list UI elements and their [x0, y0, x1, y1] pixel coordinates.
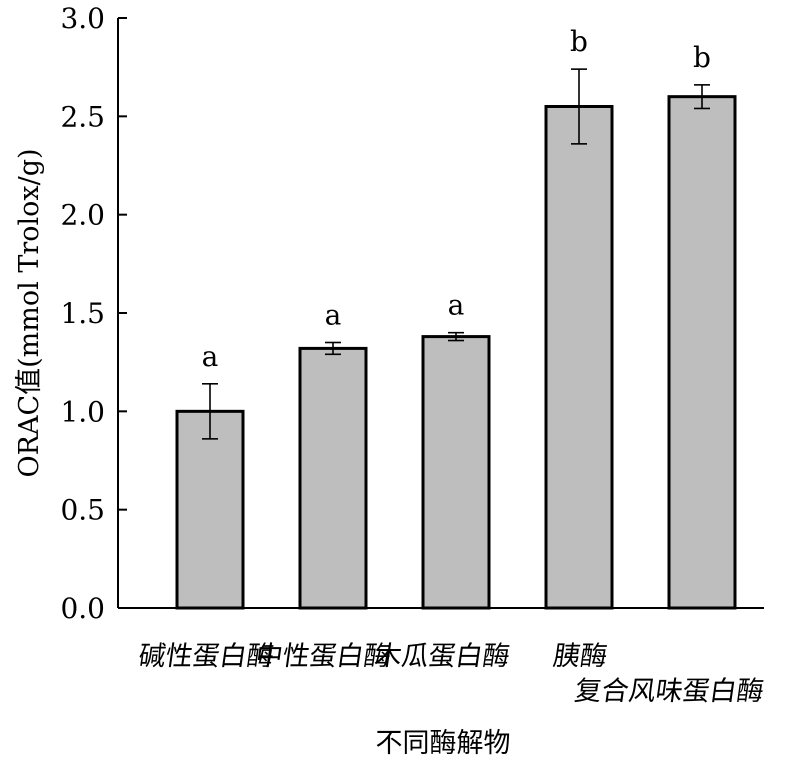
bar [175, 409, 245, 610]
category-label: 复合风味蛋白酶 [573, 676, 766, 707]
error-bar [202, 382, 218, 440]
significance-label: a [448, 289, 465, 322]
category-label: 木瓜蛋白酶 [373, 641, 512, 672]
y-tick-label: 2.0 [60, 199, 105, 232]
y-tick-label: 3.0 [60, 2, 105, 35]
y-tick-label: 0.0 [60, 592, 105, 625]
bar [298, 346, 368, 610]
error-bar [448, 331, 464, 342]
error-bar [694, 84, 710, 110]
bar [544, 105, 614, 610]
error-bar [571, 68, 587, 145]
y-axis-title: ORAC值(mmol Trolox/g) [14, 148, 45, 477]
bar [667, 95, 737, 610]
bar [421, 335, 491, 610]
significance-label: b [693, 41, 711, 74]
category-label: 胰酶 [551, 641, 609, 672]
y-tick-label: 1.5 [60, 297, 105, 330]
error-bar [325, 341, 341, 356]
significance-label: b [570, 25, 588, 58]
significance-label: a [202, 340, 219, 373]
x-axis-title: 不同酶解物 [376, 728, 511, 759]
bars-group: a a a b b [175, 25, 737, 610]
category-label: 中性蛋白酶 [254, 641, 393, 672]
y-tick-label: 2.5 [60, 100, 105, 133]
y-tick-label: 1.0 [60, 395, 105, 428]
y-axis: 0.0 0.5 1.0 1.5 2.0 2.5 3.0 [60, 2, 127, 625]
significance-label: a [325, 299, 342, 332]
y-tick-label: 0.5 [60, 494, 105, 527]
category-label: 碱性蛋白酶 [137, 641, 276, 672]
